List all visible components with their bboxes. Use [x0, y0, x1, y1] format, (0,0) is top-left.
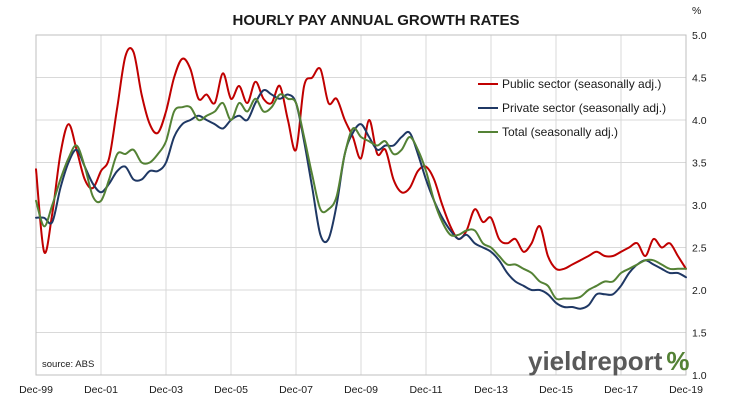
y-tick-label: 3.0 — [692, 200, 707, 212]
y-tick-label: 1.0 — [692, 370, 707, 382]
series-lines — [35, 47, 687, 310]
series-line — [35, 47, 687, 271]
series-line — [35, 93, 687, 301]
yieldreport-logo: yieldreport% — [528, 346, 690, 376]
x-tick-label: Dec-15 — [539, 384, 573, 396]
x-axis-tick-labels: Dec-99 Dec-01 Dec-03 Dec-05 Dec-07 Dec-09 Dec-… — [19, 384, 703, 396]
y-tick-label: 1.5 — [692, 328, 707, 340]
logo-wordmark: yieldreport% — [528, 346, 690, 376]
x-tick-label: Dec-09 — [344, 384, 378, 396]
legend-label: Private sector (seasonally adj.) — [502, 101, 666, 115]
logo-word: yieldreport — [528, 346, 663, 376]
logo-percent-mark: % — [666, 346, 689, 376]
gridlines — [35, 34, 687, 376]
x-tick-label: Dec-17 — [604, 384, 638, 396]
x-tick-label: Dec-99 — [19, 384, 53, 396]
x-tick-label: Dec-05 — [214, 384, 248, 396]
legend-label: Total (seasonally adj.) — [502, 125, 618, 139]
y-axis-tick-labels: 1.0 1.5 2.0 2.5 3.0 3.5 4.0 4.5 5.0 — [692, 30, 707, 382]
y-axis-unit: % — [692, 5, 701, 17]
legend: Public sector (seasonally adj.) Private s… — [478, 77, 666, 139]
x-tick-label: Dec-01 — [84, 384, 118, 396]
x-tick-label: Dec-19 — [669, 384, 703, 396]
x-tick-label: Dec-07 — [279, 384, 313, 396]
legend-label: Public sector (seasonally adj.) — [502, 77, 661, 91]
chart-title: HOURLY PAY ANNUAL GROWTH RATES — [233, 12, 520, 29]
x-tick-label: Dec-03 — [149, 384, 183, 396]
series-line — [35, 89, 687, 310]
y-tick-label: 2.0 — [692, 285, 707, 297]
y-tick-label: 4.5 — [692, 73, 707, 85]
plot-frame — [35, 34, 687, 376]
x-tick-label: Dec-11 — [409, 384, 442, 396]
y-tick-label: 2.5 — [692, 243, 707, 255]
y-tick-label: 4.0 — [692, 115, 707, 127]
y-tick-label: 5.0 — [692, 30, 707, 42]
y-tick-label: 3.5 — [692, 158, 707, 170]
x-tick-label: Dec-13 — [474, 384, 508, 396]
source-note: source: ABS — [42, 359, 94, 370]
